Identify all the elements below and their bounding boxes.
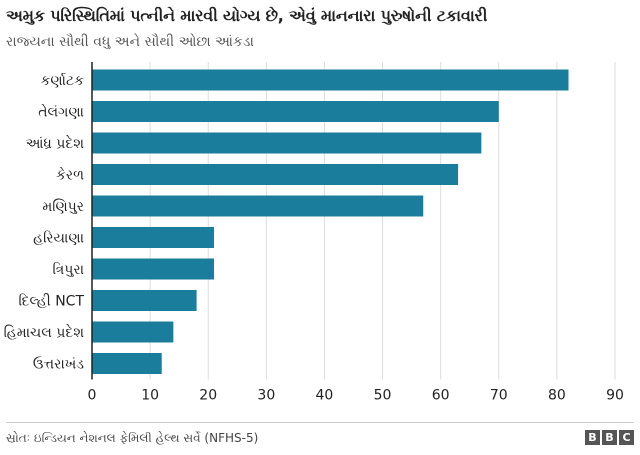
bar-chart: કર્ણાટક તેલંગણા આંધ્ર પ્રદેશ કેરળ મણિપુર હરિય… bbox=[4, 62, 624, 404]
bar bbox=[92, 69, 569, 91]
category-labels: કર્ણાટક તેલંગણા આંધ્ર પ્રદેશ કેરળ મણિપુર હરિય… bbox=[4, 72, 85, 373]
chart-title: અમુક પરિસ્થિતિમાં પત્નીને મારવી યોગ્ય છે… bbox=[6, 6, 488, 25]
category-label: હરિયાણા bbox=[33, 231, 84, 247]
x-tick-label: 90 bbox=[606, 388, 624, 404]
logo-letter-b2: B bbox=[602, 430, 617, 445]
bar bbox=[92, 290, 197, 311]
chart-subtitle: રાજ્યના સૌથી વધુ અને સૌથી ઓછા આંકડા bbox=[6, 34, 254, 50]
x-tick-label: 60 bbox=[432, 388, 450, 404]
bar bbox=[92, 353, 162, 374]
bar bbox=[92, 258, 215, 280]
footer-divider bbox=[6, 422, 634, 423]
category-label: આંધ્ર પ્રદેશ bbox=[26, 134, 85, 152]
x-tick-label: 30 bbox=[257, 388, 275, 404]
bar bbox=[92, 101, 499, 122]
x-tick-label: 40 bbox=[316, 388, 334, 404]
logo-letter-c: C bbox=[619, 430, 634, 445]
x-tick-label: 70 bbox=[490, 388, 508, 404]
category-label: કેરળ bbox=[56, 166, 84, 183]
bar bbox=[92, 132, 482, 154]
x-tick-label: 10 bbox=[141, 388, 159, 404]
category-label: કર્ણાટક bbox=[40, 72, 84, 89]
bar bbox=[92, 227, 215, 248]
bar bbox=[92, 195, 424, 217]
category-label: ત્રિપુરા bbox=[52, 262, 84, 278]
logo-letter-b1: B bbox=[585, 430, 600, 445]
bar bbox=[92, 164, 459, 185]
x-tick-label: 20 bbox=[199, 388, 217, 404]
x-tick-label: 0 bbox=[88, 388, 97, 404]
x-tick-labels: 0 10 20 30 40 50 60 70 80 90 bbox=[88, 388, 624, 404]
category-label: મણિપુર bbox=[42, 199, 84, 215]
x-tick-label: 50 bbox=[374, 388, 392, 404]
category-label: ઉત્તરાખંડ bbox=[33, 357, 84, 373]
category-label: તેલંગણા bbox=[38, 103, 84, 120]
bars bbox=[92, 69, 569, 374]
x-tick-label: 80 bbox=[548, 388, 566, 404]
category-label: દિલ્હી NCT bbox=[19, 294, 85, 310]
source-text: સ્રોતઃ ઇન્ડિયન નેશનલ ફેમિલી હેલ્થ સર્વે … bbox=[6, 431, 259, 445]
bar bbox=[92, 321, 174, 343]
category-label: હિમાચલ પ્રદેશ bbox=[4, 323, 85, 341]
bbc-logo: B B C bbox=[585, 430, 634, 445]
